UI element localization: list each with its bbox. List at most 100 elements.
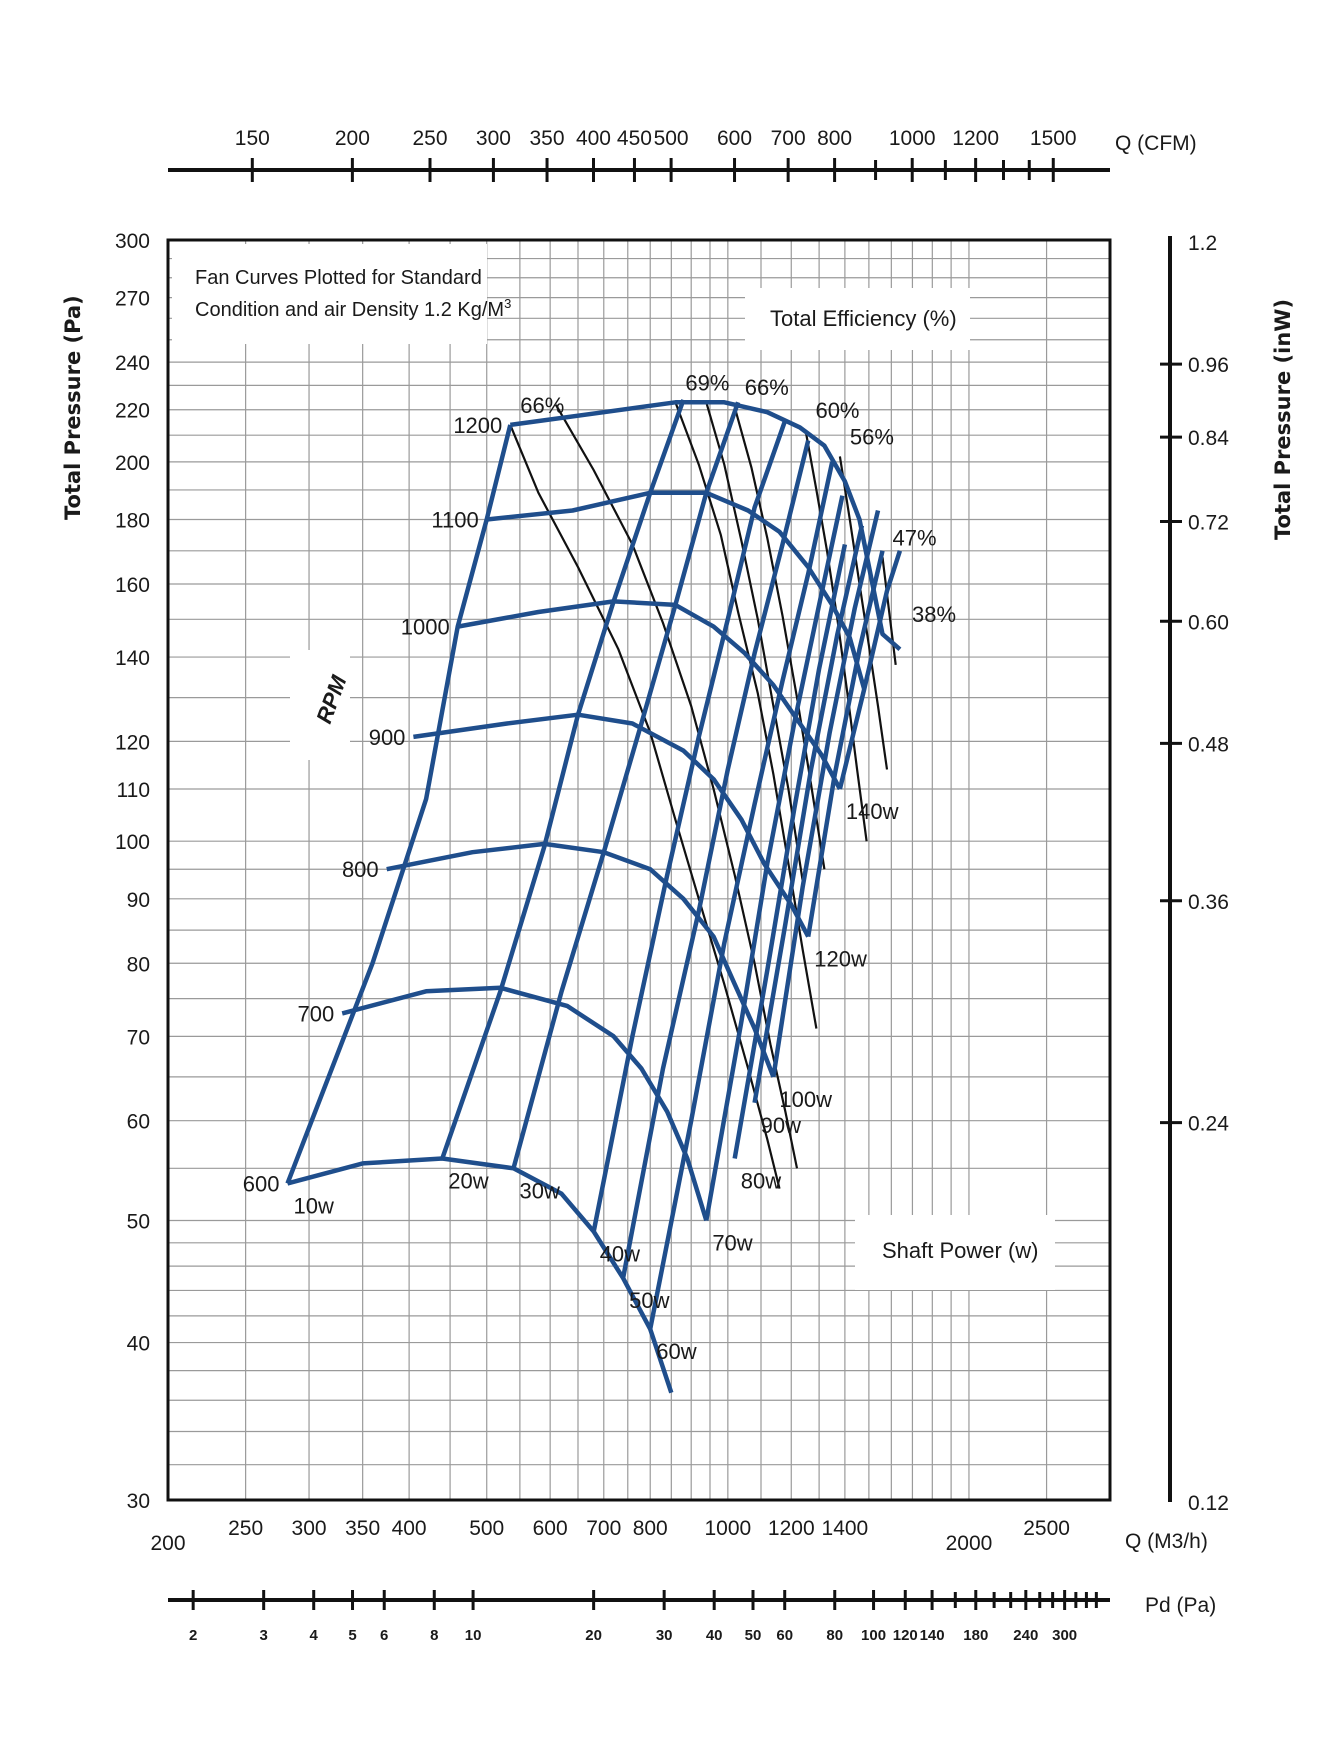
pressure-tick-label: 90	[127, 889, 150, 912]
pressure-tick-label: 140	[115, 647, 150, 670]
pd-axis-ticks: 2 3 4 5 6 8 10 20 30 40 50 60 80 100 120 140 180 240 300	[189, 1590, 1098, 1644]
cfm-tick-label: 350	[530, 127, 565, 150]
flow-tick-label: 1400	[822, 1517, 869, 1540]
efficiency-label: 38%	[912, 602, 956, 627]
pressure-tick-label: 160	[115, 574, 150, 597]
inw-tick-label: 1.2	[1188, 232, 1217, 255]
pressure-tick-label: 200	[115, 452, 150, 475]
power-label: 10w	[294, 1193, 334, 1218]
cfm-tick-label: 1000	[889, 127, 936, 150]
rpm-curve-label: 1100	[431, 508, 478, 533]
cfm-tick-label: 1200	[952, 127, 999, 150]
power-label: 30w	[520, 1178, 560, 1203]
rpm-curve-label: 600	[243, 1171, 280, 1196]
flow-tick-label: 2500	[1023, 1517, 1070, 1540]
pd-tick-label: 20	[585, 1627, 602, 1644]
power-title-box	[855, 1215, 1055, 1290]
note-line-2-text: Condition and air Density 1.2 Kg/M	[195, 299, 504, 321]
flow-tick-label: 350	[345, 1517, 380, 1540]
inw-tick-label: 0.84	[1188, 427, 1229, 450]
pd-tick-label: 8	[430, 1627, 438, 1644]
rpm-curve	[286, 1156, 674, 1394]
rpm-curve	[341, 985, 709, 1222]
pd-axis-label: Pd (Pa)	[1145, 1594, 1216, 1617]
power-title: Shaft Power (w)	[882, 1238, 1039, 1263]
efficiency-line	[733, 406, 826, 870]
power-line	[620, 439, 811, 1279]
flow-tick-label: 1000	[704, 1517, 751, 1540]
pd-tick-label: 30	[656, 1627, 673, 1644]
pd-tick-label: 10	[465, 1627, 482, 1644]
cfm-tick-label: 200	[335, 127, 370, 150]
cfm-tick-label: 150	[235, 127, 270, 150]
pd-tick-label: 60	[776, 1627, 793, 1644]
pressure-tick-label: 30	[127, 1490, 150, 1513]
pd-tick-label: 50	[745, 1627, 762, 1644]
rpm-curve-label: 900	[369, 725, 406, 750]
flow-tick-label: 300	[292, 1517, 327, 1540]
inw-tick-label: 0.72	[1188, 512, 1229, 535]
flow-tick-label: 800	[633, 1517, 668, 1540]
efficiency-label: 69%	[685, 370, 729, 395]
note-sup: 3	[504, 296, 511, 311]
cfm-tick-label: 250	[412, 127, 447, 150]
efficiency-label: 56%	[850, 424, 894, 449]
flow-tick-label: 250	[228, 1517, 263, 1540]
cfm-tick-label: 300	[476, 127, 511, 150]
inw-tick-label: 0.36	[1188, 891, 1229, 914]
flow-axis-ticks: 200 250 300 350 400 500 600 700 800 1000 1200 1400 2…	[150, 1517, 1069, 1555]
power-line	[647, 461, 835, 1330]
rpm-curve-label: 1200	[453, 413, 502, 438]
efficiency-label: 47%	[893, 525, 937, 550]
pressure-tick-label: 120	[115, 731, 150, 754]
power-line	[771, 509, 881, 1078]
efficiency-line	[838, 456, 889, 770]
power-label: 140w	[846, 799, 899, 824]
note-line-2: Condition and air Density 1.2 Kg/M3	[195, 296, 511, 321]
flow-tick-label: 500	[469, 1517, 504, 1540]
power-label: 70w	[712, 1230, 752, 1255]
rpm-curve-label: 800	[342, 857, 379, 882]
cfm-tick-label: 400	[576, 127, 611, 150]
inw-tick-label: 0.96	[1188, 354, 1229, 377]
rpm-curve	[457, 599, 842, 791]
power-label: 120w	[814, 947, 867, 972]
rpm-curve	[413, 712, 811, 938]
efficiency-label: 66%	[520, 393, 564, 418]
power-label: 60w	[656, 1339, 696, 1364]
pressure-tick-label: 270	[115, 288, 150, 311]
cfm-tick-label: 800	[817, 127, 852, 150]
inw-axis-ticks: 1.2 0.96 0.84 0.72 0.60 0.48 0.36 0.24 0.12	[1160, 232, 1229, 1515]
flow-tick-label: 200	[150, 1532, 185, 1555]
curves-layer	[285, 399, 903, 1394]
efficiency-title-box	[745, 288, 970, 350]
rpm-curve	[486, 490, 867, 690]
power-label: 50w	[629, 1288, 669, 1313]
flow-tick-label: 400	[392, 1517, 427, 1540]
inw-tick-label: 0.24	[1188, 1113, 1229, 1136]
pd-tick-label: 100	[861, 1627, 886, 1644]
flow-tick-label: 1200	[768, 1517, 815, 1540]
pressure-tick-label: 80	[127, 953, 150, 976]
power-line	[285, 424, 513, 1185]
power-line	[805, 550, 885, 937]
pressure-tick-label: 220	[115, 400, 150, 423]
rpm-label-box	[290, 650, 350, 760]
pressure-tick-label: 50	[127, 1210, 150, 1233]
power-label: 20w	[448, 1168, 488, 1193]
pd-tick-label: 300	[1052, 1627, 1077, 1644]
pressure-tick-label: 100	[115, 831, 150, 854]
pd-tick-label: 140	[920, 1627, 945, 1644]
pd-tick-label: 5	[348, 1627, 356, 1644]
pressure-tick-label: 40	[127, 1333, 150, 1356]
flow-tick-label: 700	[586, 1517, 621, 1540]
pressure-tick-label: 240	[115, 352, 150, 375]
cfm-tick-label: 500	[654, 127, 689, 150]
pressure-tick-label: 70	[127, 1026, 150, 1049]
flow-axis-label: Q (M3/h)	[1125, 1530, 1208, 1553]
inw-tick-label: 0.48	[1188, 733, 1229, 756]
labels-layer: 600 700 800 900 1000 1100 1200 66% 69% 66% 60%56% 4…	[243, 370, 956, 1364]
pd-tick-label: 4	[310, 1627, 319, 1644]
plot-frame	[166, 238, 1112, 1502]
